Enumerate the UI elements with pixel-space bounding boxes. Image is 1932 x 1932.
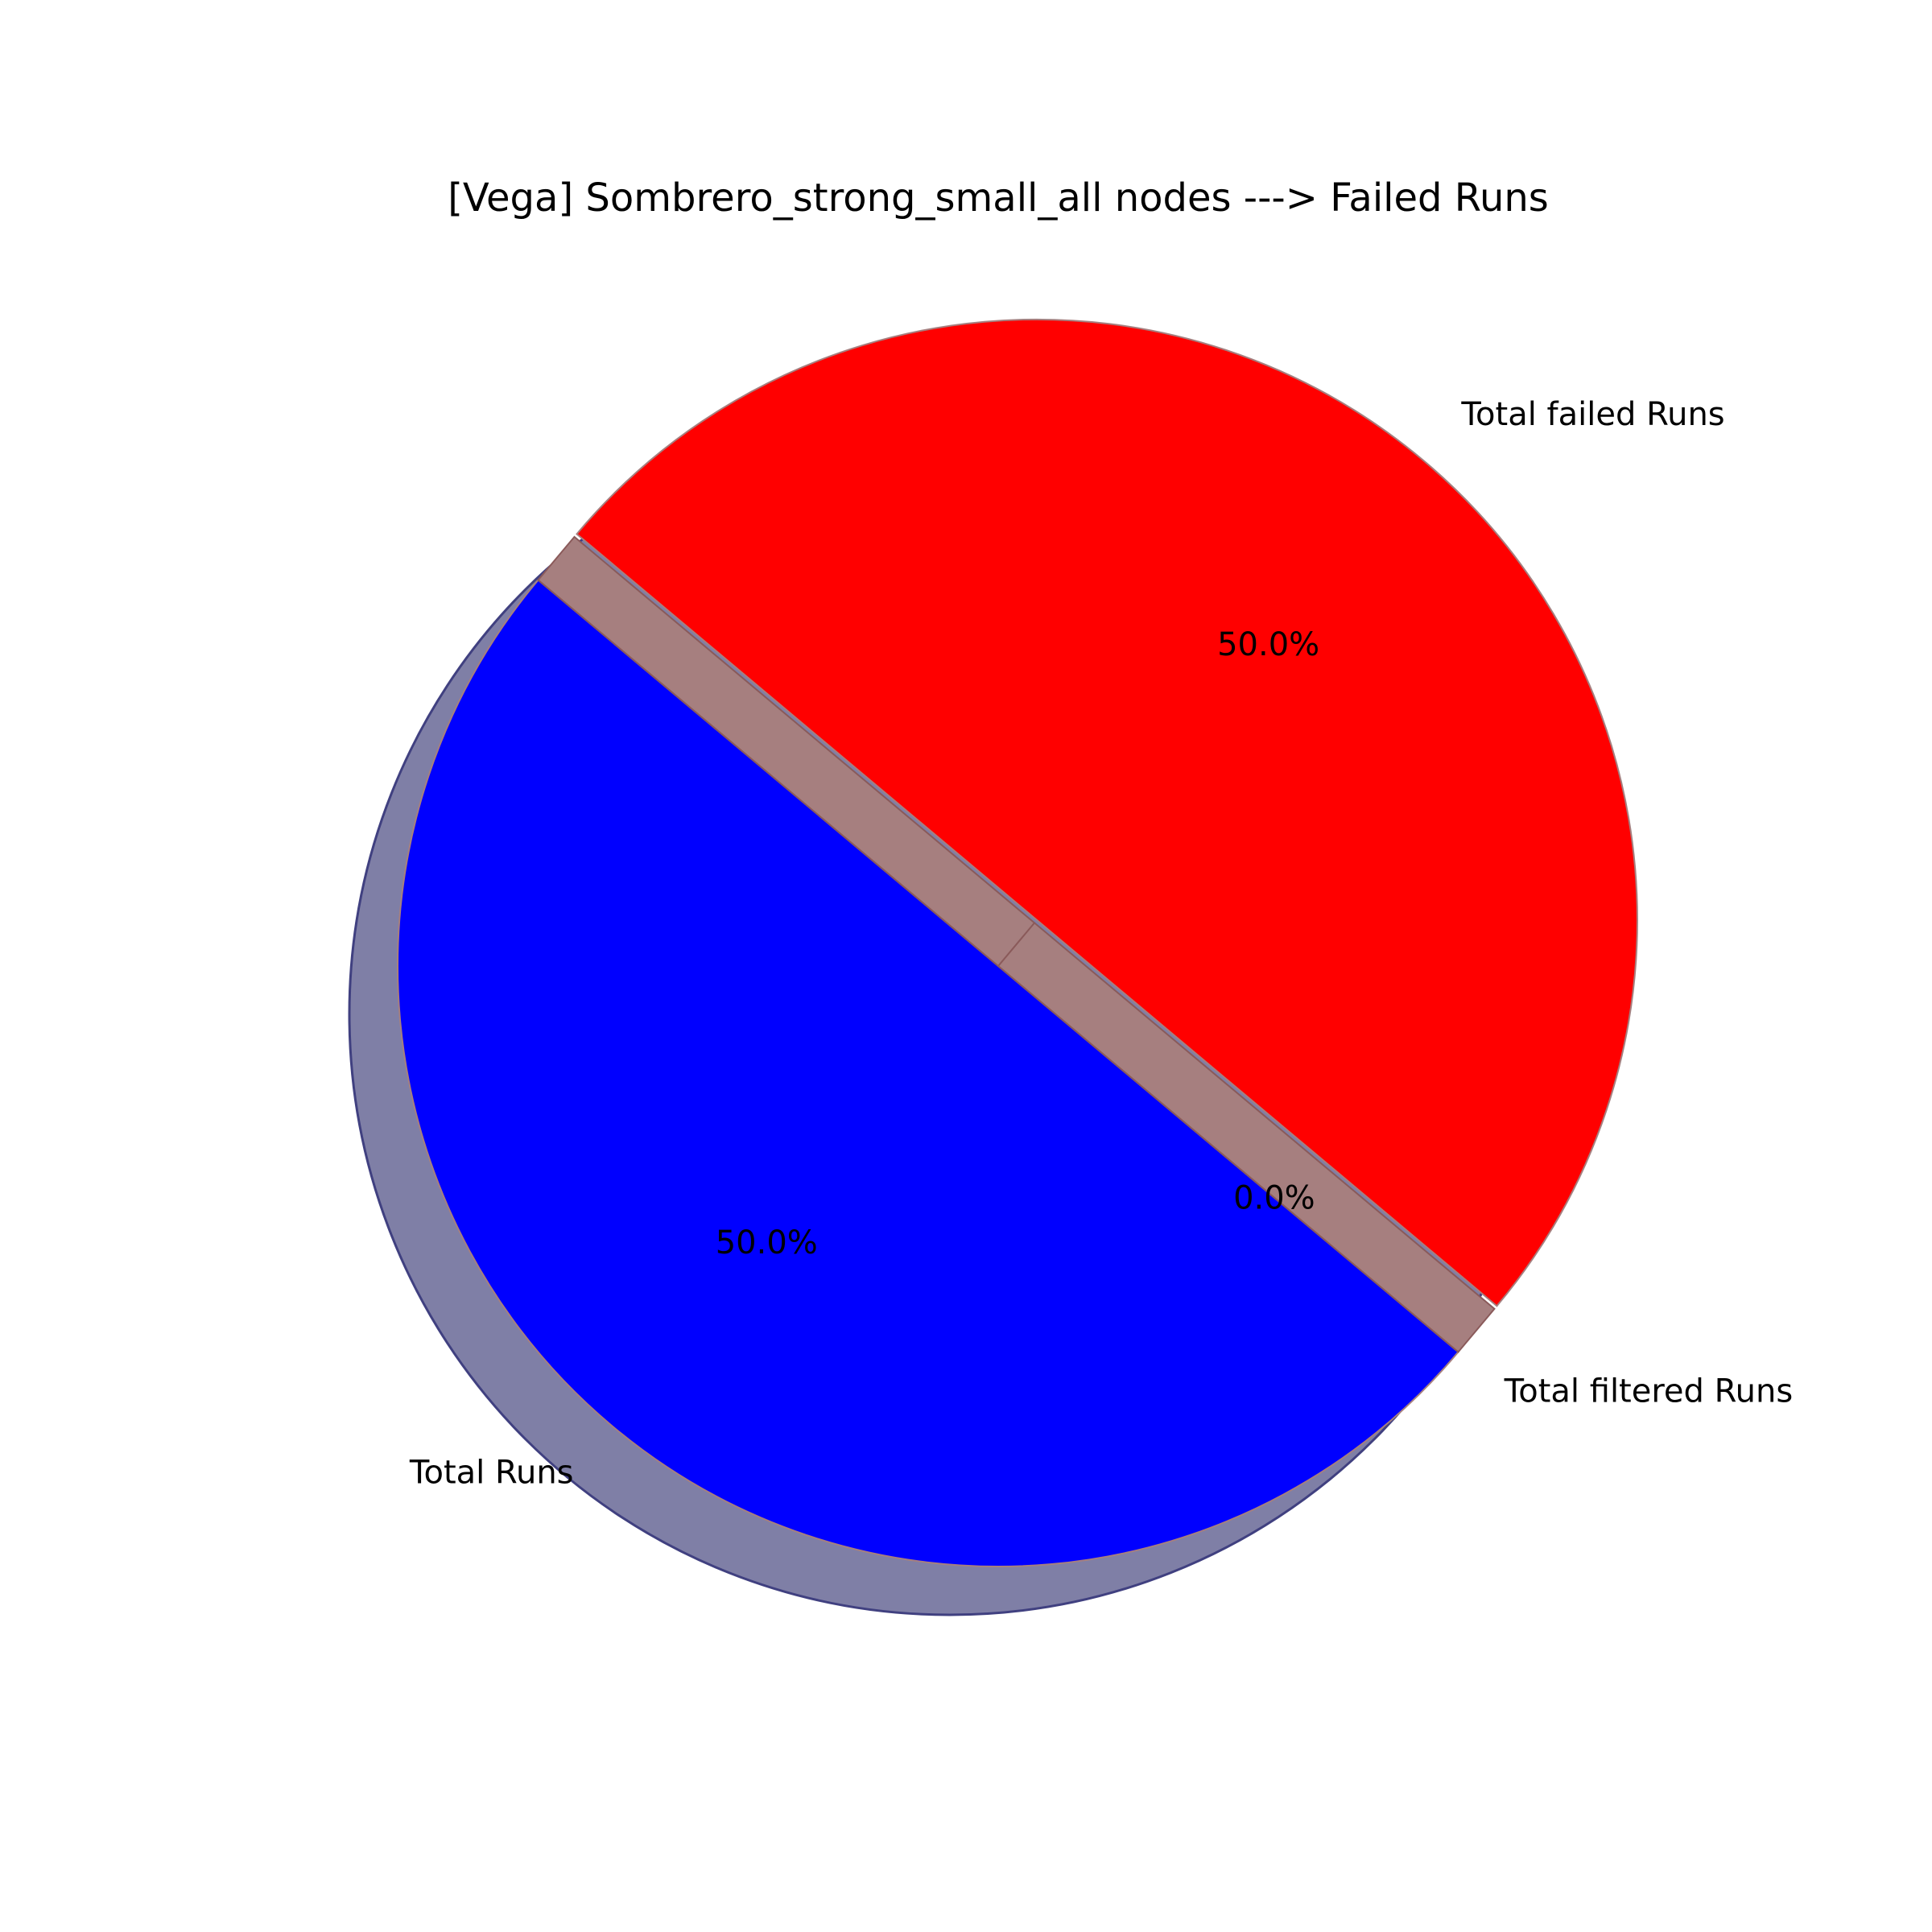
slice-label-total-filtered-runs: Total filtered Runs	[1504, 1373, 1794, 1410]
pie-labels: Total Runs 50.0% Total filtered Runs 0.0% To…	[409, 396, 1793, 1491]
chart-title: [Vega] Sombrero_strong_small_all nodes -…	[448, 175, 1549, 221]
slice-label-total-runs: Total Runs	[409, 1455, 574, 1492]
pie-slice-total-failed-runs	[576, 320, 1637, 1307]
percent-label-total-filtered-runs: 0.0%	[1233, 1180, 1315, 1217]
pie-slices	[348, 320, 1637, 1616]
slice-label-total-failed-runs: Total failed Runs	[1460, 396, 1724, 433]
pie-slice-total-filtered-runs-band	[537, 535, 1036, 968]
percent-label-total-failed-runs: 50.0%	[1217, 626, 1319, 663]
percent-label-total-runs: 50.0%	[716, 1224, 818, 1261]
pie-slice-total-runs	[397, 579, 1459, 1567]
